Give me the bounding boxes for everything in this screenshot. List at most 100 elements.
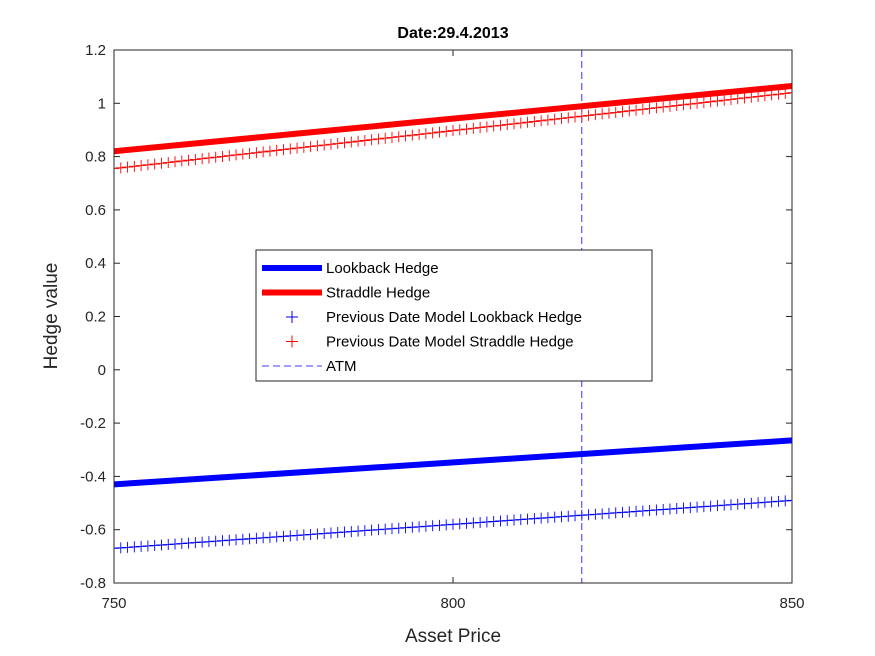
data-point bbox=[230, 149, 242, 161]
data-point bbox=[671, 100, 683, 112]
legend-entry: Previous Date Model Straddle Hedge bbox=[326, 334, 574, 351]
data-point bbox=[467, 122, 479, 134]
data-point bbox=[739, 498, 751, 510]
data-point bbox=[650, 504, 662, 516]
data-point bbox=[318, 139, 330, 151]
data-point bbox=[400, 522, 412, 534]
data-point bbox=[393, 131, 405, 143]
data-point bbox=[278, 530, 289, 542]
data-point bbox=[196, 153, 208, 165]
data-point bbox=[135, 160, 147, 172]
data-point bbox=[698, 501, 710, 513]
data-point bbox=[481, 516, 493, 528]
data-point bbox=[386, 131, 398, 143]
data-point bbox=[216, 150, 228, 162]
y-tick-label: 0 bbox=[98, 362, 106, 379]
data-point bbox=[196, 536, 208, 548]
data-point bbox=[481, 121, 493, 133]
data-point bbox=[711, 500, 723, 512]
data-point bbox=[420, 520, 432, 532]
data-point bbox=[366, 524, 378, 536]
data-point bbox=[311, 140, 323, 152]
data-point bbox=[298, 141, 310, 153]
data-point bbox=[223, 150, 235, 162]
data-point bbox=[610, 106, 622, 118]
data-point bbox=[291, 529, 303, 541]
data-point bbox=[752, 497, 764, 509]
data-point bbox=[271, 531, 283, 543]
data-point bbox=[779, 87, 791, 99]
data-point bbox=[305, 141, 317, 153]
data-point bbox=[610, 507, 622, 519]
data-point bbox=[650, 102, 662, 114]
data-point bbox=[515, 514, 527, 526]
data-point bbox=[237, 148, 249, 160]
data-point bbox=[284, 143, 296, 155]
data-point bbox=[183, 154, 195, 166]
data-point bbox=[617, 506, 628, 518]
data-point bbox=[732, 93, 744, 105]
data-point bbox=[725, 93, 737, 105]
legend-entry: Straddle Hedge bbox=[326, 285, 430, 302]
data-point bbox=[216, 535, 228, 547]
data-point bbox=[684, 98, 696, 110]
plot-area: 750 800 850 -0.8 -0.6 -0.4 -0.2 0 0.2 0.4 0.6 0.8 1 1… bbox=[80, 42, 804, 612]
data-point bbox=[678, 502, 690, 514]
data-point bbox=[657, 503, 669, 515]
data-point bbox=[664, 100, 676, 112]
y-tick-label: 1.2 bbox=[85, 42, 106, 59]
data-point bbox=[291, 142, 303, 154]
data-point bbox=[522, 116, 534, 128]
data-point bbox=[779, 495, 791, 507]
data-point bbox=[705, 500, 717, 512]
data-point bbox=[752, 90, 764, 102]
data-point bbox=[488, 120, 500, 132]
x-axis-label: Asset Price bbox=[405, 626, 501, 647]
data-point bbox=[718, 499, 730, 511]
data-point bbox=[413, 521, 425, 533]
data-point bbox=[562, 510, 574, 522]
data-point bbox=[311, 528, 323, 540]
series-markers-3 bbox=[114, 87, 792, 175]
data-point bbox=[298, 529, 310, 541]
data-point bbox=[678, 99, 690, 111]
y-tick-label: 1 bbox=[98, 95, 106, 112]
data-point bbox=[264, 145, 276, 157]
legend-entry: Previous Date Model Lookback Hedge bbox=[326, 309, 582, 326]
data-point bbox=[257, 532, 269, 544]
data-point bbox=[786, 87, 792, 99]
data-point bbox=[447, 518, 459, 530]
data-point bbox=[528, 116, 540, 128]
data-point bbox=[176, 155, 188, 167]
data-point bbox=[162, 157, 174, 169]
data-point bbox=[271, 144, 283, 156]
data-point bbox=[189, 153, 201, 165]
data-point bbox=[257, 146, 269, 158]
data-point bbox=[189, 537, 201, 549]
y-axis-label: Hedge value bbox=[41, 263, 62, 370]
data-point bbox=[549, 113, 561, 125]
data-point bbox=[114, 163, 120, 175]
data-point bbox=[264, 531, 276, 543]
data-point bbox=[155, 157, 167, 169]
data-point bbox=[230, 534, 242, 546]
data-point bbox=[739, 92, 751, 104]
data-point bbox=[237, 533, 249, 545]
data-point bbox=[623, 105, 635, 117]
data-point bbox=[386, 523, 398, 535]
data-point bbox=[400, 130, 412, 142]
chart-title: Date:29.4.2013 bbox=[397, 25, 508, 42]
data-point bbox=[745, 497, 757, 509]
legend-swatch-marker bbox=[286, 311, 298, 323]
legend-swatch-marker bbox=[286, 335, 298, 348]
data-point bbox=[122, 161, 134, 173]
data-point bbox=[637, 505, 649, 517]
data-point bbox=[203, 152, 215, 164]
data-point bbox=[379, 523, 391, 535]
data-point bbox=[169, 538, 181, 550]
data-point bbox=[420, 128, 432, 140]
data-point bbox=[433, 519, 445, 531]
data-point bbox=[427, 520, 439, 532]
data-point bbox=[488, 515, 500, 527]
data-point bbox=[359, 525, 371, 537]
